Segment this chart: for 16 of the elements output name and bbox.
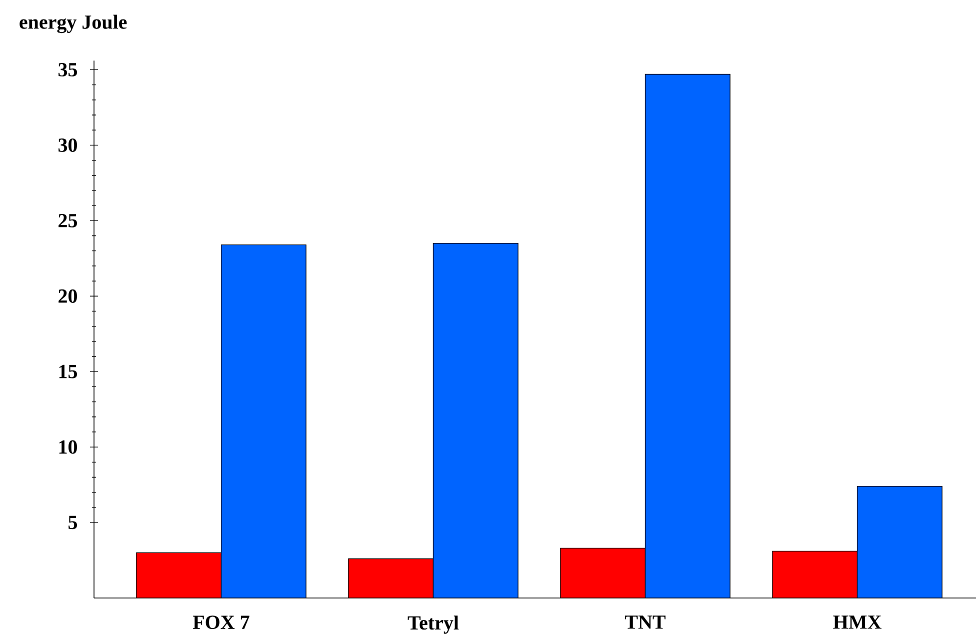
x-tick-label: Tetryl — [408, 616, 459, 634]
x-tick-label: FOX 7 — [192, 616, 250, 630]
y-tick-label: 10 — [59, 440, 77, 454]
y-tick-label: 25 — [58, 214, 78, 228]
y-tick-label: 30 — [58, 138, 77, 152]
y-axis-title: energy Joule — [20, 14, 127, 34]
x-tick-label: HMX — [833, 616, 882, 629]
bar — [645, 74, 730, 598]
bar — [433, 243, 518, 598]
y-tick-label: 20 — [58, 289, 77, 303]
y-tick-label: 15 — [59, 364, 78, 378]
x-tick-label: TNT — [625, 616, 666, 629]
y-tick-label: 35 — [58, 63, 78, 76]
y-tick-label: 5 — [68, 516, 78, 530]
bar — [221, 244, 306, 598]
bar — [856, 486, 942, 598]
